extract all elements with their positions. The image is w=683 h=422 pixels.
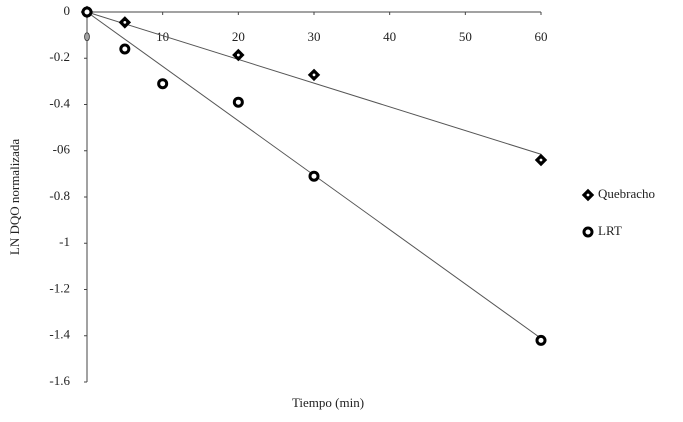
x-tick-label: 60: [535, 29, 548, 44]
x-tick-label: 40: [383, 29, 396, 44]
point: [157, 78, 169, 90]
y-tick-label: -1.6: [49, 373, 70, 388]
y-tick-label: -1: [59, 234, 70, 249]
x-tick-label: 20: [232, 29, 245, 44]
legend-label: Quebracho: [598, 186, 655, 201]
y-tick-label: -0.4: [49, 95, 70, 110]
x-tick-label: 10: [156, 29, 169, 44]
y-tick-label: -0.8: [49, 188, 70, 203]
x-tick-label: 50: [459, 29, 472, 44]
point: [308, 170, 320, 182]
y-tick-label: -0.2: [49, 49, 70, 64]
legend-label: LRT: [598, 223, 622, 238]
legend-marker: [582, 226, 594, 238]
y-tick-label: -1.2: [49, 280, 70, 295]
y-tick-label: -1.4: [49, 327, 70, 342]
y-axis-title: LN DQO normalizada: [7, 139, 22, 255]
point-center: [123, 21, 127, 24]
point-center: [539, 158, 543, 162]
x-axis-title: Tiempo (min): [292, 395, 364, 410]
y-tick-label: -06: [53, 142, 71, 157]
point: [81, 6, 93, 18]
x-tick-label: 0: [84, 29, 91, 44]
point-center: [236, 53, 240, 57]
x-tick-label: 30: [308, 29, 321, 44]
point-center: [586, 193, 590, 197]
point-center: [312, 73, 316, 77]
y-tick-label: 0: [64, 3, 71, 18]
point: [535, 334, 547, 346]
trend-line: [86, 11, 542, 155]
point: [119, 43, 131, 55]
point: [232, 96, 244, 108]
